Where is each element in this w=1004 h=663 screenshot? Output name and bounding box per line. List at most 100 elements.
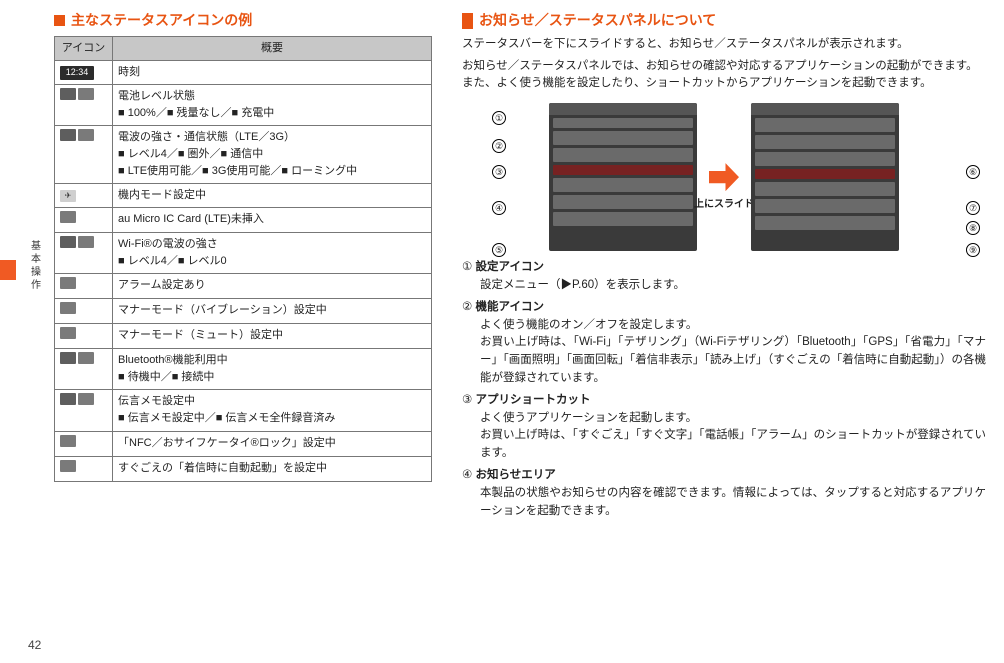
status-icon xyxy=(78,352,94,364)
definitions-list: ① 設定アイコン設定メニュー（▶P.60）を表示します。② 機能アイコンよく使う… xyxy=(462,259,986,520)
status-icon xyxy=(60,302,76,314)
side-tab xyxy=(0,260,16,280)
status-icon xyxy=(78,393,94,405)
desc-cell: Wi-Fi®の電波の強さ■ レベル4／■ レベル0 xyxy=(113,233,432,274)
desc-cell: 「NFC／おサイフケータイ®ロック」設定中 xyxy=(113,431,432,456)
definition-title: お知らせエリア xyxy=(476,469,556,481)
table-row: au Micro IC Card (LTE)未挿入 xyxy=(55,208,432,233)
table-row: マナーモード（ミュート）設定中 xyxy=(55,324,432,349)
desc-sub: ■ 伝言メモ設定中／■ 伝言メモ全件録音済み xyxy=(118,410,426,427)
definition-head: ① 設定アイコン xyxy=(462,259,986,277)
callout-1: ① xyxy=(492,111,506,125)
status-icon xyxy=(60,393,76,405)
status-icon xyxy=(60,435,76,447)
status-icon-table: アイコン 概要 12:34 時刻電池レベル状態■ 100%／■ 残量なし／■ 充電… xyxy=(54,36,432,482)
callout-3: ③ xyxy=(492,165,506,179)
icon-cell xyxy=(55,324,113,349)
table-row: アラーム設定あり xyxy=(55,274,432,299)
status-icon: 12:34 xyxy=(60,66,94,80)
icon-cell xyxy=(55,390,113,431)
desc-cell: 電池レベル状態■ 100%／■ 残量なし／■ 充電中 xyxy=(113,84,432,125)
icon-cell xyxy=(55,233,113,274)
callout-8: ⑧ xyxy=(966,221,980,235)
definition-body: よく使うアプリケーションを起動します。 お買い上げ時は、「すぐごえ」「すぐ文字」… xyxy=(462,410,986,463)
square-bullet-icon xyxy=(54,15,65,26)
callout-2: ② xyxy=(492,139,506,153)
status-icon xyxy=(60,88,76,100)
callout-4: ④ xyxy=(492,201,506,215)
definition-num: ④ xyxy=(462,469,472,481)
definition-num: ② xyxy=(462,301,472,313)
table-row: すぐごえの「着信時に自動起動」を設定中 xyxy=(55,456,432,481)
icon-cell xyxy=(55,208,113,233)
right-title-text: お知らせ／ステータスパネルについて xyxy=(479,10,716,32)
th-desc: 概要 xyxy=(113,36,432,60)
callout-5: ⑤ xyxy=(492,243,506,257)
definition-head: ② 機能アイコン xyxy=(462,299,986,317)
definition-num: ③ xyxy=(462,394,472,406)
left-title-text: 主なステータスアイコンの例 xyxy=(71,10,252,32)
page-number: 42 xyxy=(28,636,41,655)
status-icon xyxy=(60,211,76,223)
icon-cell: ✈ xyxy=(55,184,113,208)
band-bullet-icon xyxy=(462,13,473,29)
definition-body: 本製品の状態やお知らせの内容を確認できます。情報によっては、タップすると対応する… xyxy=(462,485,986,521)
table-row: 12:34 時刻 xyxy=(55,60,432,84)
icon-cell xyxy=(55,299,113,324)
table-row: 伝言メモ設定中■ 伝言メモ設定中／■ 伝言メモ全件録音済み xyxy=(55,390,432,431)
right-section-title: お知らせ／ステータスパネルについて xyxy=(462,10,986,32)
table-row: Wi-Fi®の電波の強さ■ レベル4／■ レベル0 xyxy=(55,233,432,274)
desc-cell: 伝言メモ設定中■ 伝言メモ設定中／■ 伝言メモ全件録音済み xyxy=(113,390,432,431)
side-label: 基本操作 xyxy=(26,240,42,292)
desc-cell: マナーモード（バイブレーション）設定中 xyxy=(113,299,432,324)
intro-p1: ステータスバーを下にスライドすると、お知らせ／ステータスパネルが表示されます。 xyxy=(462,36,986,54)
phone-screenshot-left xyxy=(549,103,697,251)
desc-cell: マナーモード（ミュート）設定中 xyxy=(113,324,432,349)
status-icon xyxy=(60,129,76,141)
arrow-right-icon xyxy=(709,163,739,191)
definition-body: 設定メニュー（▶P.60）を表示します。 xyxy=(462,277,986,295)
status-icon xyxy=(78,129,94,141)
icon-cell: 12:34 xyxy=(55,60,113,84)
status-icon xyxy=(78,236,94,248)
callout-9: ⑨ xyxy=(966,243,980,257)
table-row: 「NFC／おサイフケータイ®ロック」設定中 xyxy=(55,431,432,456)
definition-item: ③ アプリショートカットよく使うアプリケーションを起動します。 お買い上げ時は、… xyxy=(462,392,986,463)
icon-cell xyxy=(55,84,113,125)
slide-label: 上にスライド xyxy=(694,197,754,213)
definition-body: よく使う機能のオン／オフを設定します。 お買い上げ時は、「Wi-Fi」「テザリン… xyxy=(462,317,986,388)
definition-title: アプリショートカット xyxy=(476,394,591,406)
icon-cell xyxy=(55,349,113,390)
icon-cell xyxy=(55,274,113,299)
desc-cell: 電波の強さ・通信状態（LTE／3G）■ レベル4／■ 圏外／■ 通信中 ■ LT… xyxy=(113,125,432,183)
table-row: マナーモード（バイブレーション）設定中 xyxy=(55,299,432,324)
status-icon: ✈ xyxy=(60,190,76,202)
definition-num: ① xyxy=(462,261,472,273)
status-icon xyxy=(60,460,76,472)
desc-sub: ■ 待機中／■ 接続中 xyxy=(118,369,426,386)
icon-cell xyxy=(55,125,113,183)
screenshot-area: ① ② ③ ④ ⑤ ⑥ ⑦ ⑧ ⑨ 上にスライド xyxy=(462,103,986,251)
desc-sub: ■ 100%／■ 残量なし／■ 充電中 xyxy=(118,105,426,122)
desc-cell: すぐごえの「着信時に自動起動」を設定中 xyxy=(113,456,432,481)
status-icon xyxy=(78,88,94,100)
desc-cell: 機内モード設定中 xyxy=(113,184,432,208)
desc-cell: アラーム設定あり xyxy=(113,274,432,299)
definition-head: ④ お知らせエリア xyxy=(462,467,986,485)
th-icon: アイコン xyxy=(55,36,113,60)
table-row: 電池レベル状態■ 100%／■ 残量なし／■ 充電中 xyxy=(55,84,432,125)
definition-title: 設定アイコン xyxy=(476,261,544,273)
table-row: ✈ 機内モード設定中 xyxy=(55,184,432,208)
status-icon xyxy=(60,352,76,364)
table-row: 電波の強さ・通信状態（LTE／3G）■ レベル4／■ 圏外／■ 通信中 ■ LT… xyxy=(55,125,432,183)
desc-cell: 時刻 xyxy=(113,60,432,84)
status-icon xyxy=(60,327,76,339)
icon-cell xyxy=(55,431,113,456)
status-icon xyxy=(60,277,76,289)
icon-cell xyxy=(55,456,113,481)
desc-cell: Bluetooth®機能利用中■ 待機中／■ 接続中 xyxy=(113,349,432,390)
definition-item: ② 機能アイコンよく使う機能のオン／オフを設定します。 お買い上げ時は、「Wi-… xyxy=(462,299,986,388)
callout-7: ⑦ xyxy=(966,201,980,215)
definition-item: ① 設定アイコン設定メニュー（▶P.60）を表示します。 xyxy=(462,259,986,295)
desc-sub: ■ レベル4／■ 圏外／■ 通信中 ■ LTE使用可能／■ 3G使用可能／■ ロ… xyxy=(118,146,426,180)
